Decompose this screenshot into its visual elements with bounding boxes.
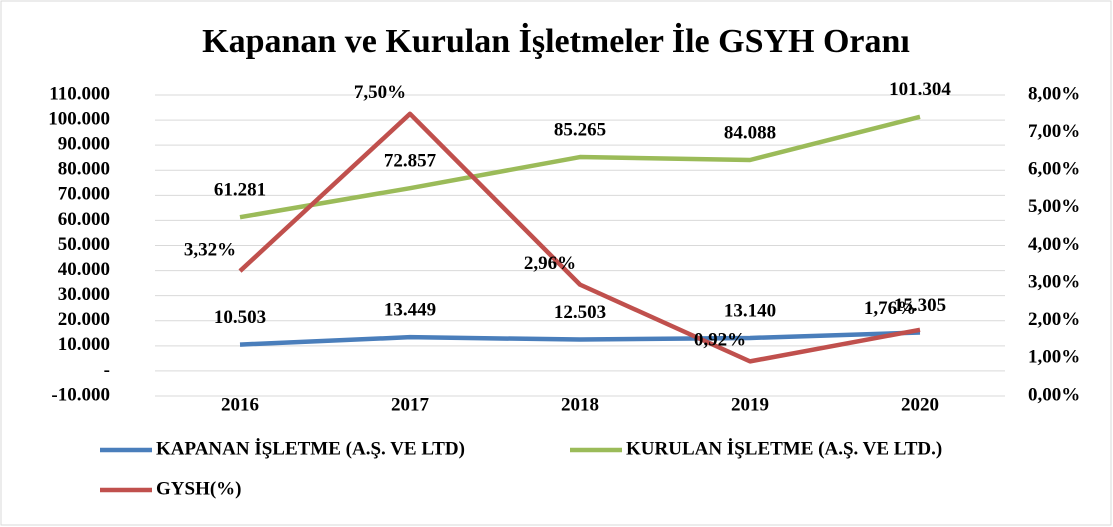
y2-tick-label: 0,00% xyxy=(1028,384,1080,405)
y-tick-label: 70.000 xyxy=(58,184,110,205)
chart-title: Kapanan ve Kurulan İşletmeler İle GSYH O… xyxy=(202,22,910,60)
x-tick-label: 2018 xyxy=(561,394,599,415)
y-tick-label: 20.000 xyxy=(58,309,110,330)
y-tick-label: -10.000 xyxy=(51,384,110,405)
y-tick-label: 80.000 xyxy=(58,159,110,180)
y-tick-label: 30.000 xyxy=(58,284,110,305)
y-tick-label: 90.000 xyxy=(58,134,110,155)
x-tick-label: 2016 xyxy=(221,394,259,415)
data-label: 0,92% xyxy=(694,330,746,351)
legend-label: KAPANAN İŞLETME (A.Ş. VE LTD) xyxy=(156,438,465,459)
y2-tick-label: 2,00% xyxy=(1028,309,1080,330)
x-tick-label: 2020 xyxy=(901,394,939,415)
y2-tick-label: 3,00% xyxy=(1028,271,1080,292)
y2-tick-label: 4,00% xyxy=(1028,234,1080,255)
series-line xyxy=(239,114,921,220)
data-label: 10.503 xyxy=(214,307,266,328)
data-label: 15.305 xyxy=(894,295,946,316)
data-label: 2,96% xyxy=(524,253,576,274)
y2-tick-label: 8,00% xyxy=(1028,83,1080,104)
y2-tick-label: 1,00% xyxy=(1028,347,1080,368)
data-label: 85.265 xyxy=(554,119,606,140)
y-tick-label: 110.000 xyxy=(49,83,110,104)
data-label: 13.449 xyxy=(384,300,436,321)
data-label: 61.281 xyxy=(214,180,266,201)
data-label: 84.088 xyxy=(724,122,776,143)
y2-tick-label: 6,00% xyxy=(1028,159,1080,180)
series-line xyxy=(238,111,921,364)
y2-tick-label: 5,00% xyxy=(1028,196,1080,217)
y-tick-label: 50.000 xyxy=(58,234,110,255)
y-tick-label: 40.000 xyxy=(58,259,110,280)
x-tick-label: 2017 xyxy=(391,394,430,415)
data-label: 1,76% xyxy=(864,298,916,319)
data-label: 3,32% xyxy=(184,239,236,260)
x-tick-label: 2019 xyxy=(731,394,769,415)
data-label: 13.140 xyxy=(724,300,776,321)
legend-label: GYSH(%) xyxy=(156,478,242,499)
y-tick-label: 60.000 xyxy=(58,209,110,230)
y-tick-label: 10.000 xyxy=(58,334,110,355)
legend-label: KURULAN İŞLETME (A.Ş. VE LTD.) xyxy=(626,438,942,459)
data-label: 12.503 xyxy=(554,302,606,323)
y-tick-label: - xyxy=(104,359,110,380)
series-line xyxy=(239,330,921,347)
data-label: 7,50% xyxy=(354,82,406,103)
data-label: 101.304 xyxy=(889,79,951,100)
y2-tick-label: 7,00% xyxy=(1028,121,1080,142)
y-tick-label: 100.000 xyxy=(48,108,110,129)
data-label: 72.857 xyxy=(384,151,437,172)
